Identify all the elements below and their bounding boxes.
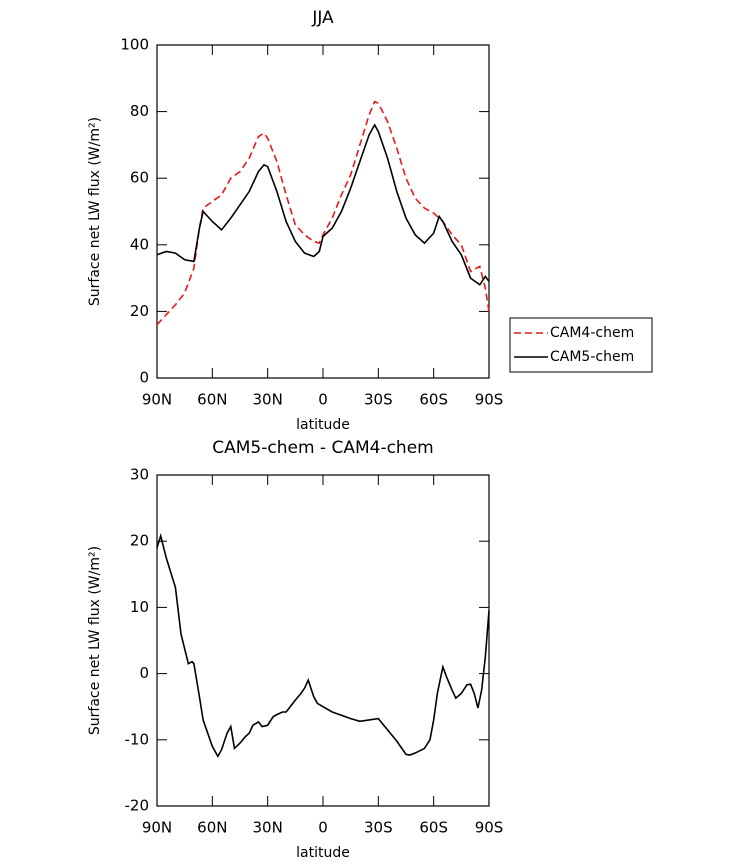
plot-frame xyxy=(156,474,490,807)
y-tick-label: 40 xyxy=(130,235,149,253)
y-tick-label: -20 xyxy=(125,797,150,815)
x-tick-label: 60N xyxy=(197,819,227,837)
x-tick-label: 30N xyxy=(253,819,283,837)
y-tick-label: 100 xyxy=(120,36,149,54)
x-tick-label: 90N xyxy=(142,391,172,409)
data-line xyxy=(156,532,490,758)
y-tick-label: 10 xyxy=(130,598,149,616)
legend-label: CAM4-chem xyxy=(550,325,634,341)
y-axis-label: Surface net LW flux (W/m²) xyxy=(87,117,103,306)
x-tick-label: 0 xyxy=(318,391,328,409)
chart-title: JJA xyxy=(311,8,334,28)
x-tick-label: 0 xyxy=(318,819,328,837)
y-tick-label: 80 xyxy=(130,102,149,120)
x-tick-label: 30S xyxy=(364,819,393,837)
x-tick-label: 60S xyxy=(419,391,448,409)
x-tick-label: 90S xyxy=(475,819,504,837)
legend-box xyxy=(509,317,653,373)
y-tick-label: 60 xyxy=(130,169,149,187)
x-tick-label: 60S xyxy=(419,819,448,837)
y-tick-label: 20 xyxy=(130,532,149,550)
y-tick-label: 20 xyxy=(130,302,149,320)
x-tick-label: 30N xyxy=(253,391,283,409)
x-tick-label: 90N xyxy=(142,819,172,837)
y-tick-label: 0 xyxy=(139,369,149,387)
y-tick-label: 30 xyxy=(130,466,149,484)
x-tick-label: 60N xyxy=(197,391,227,409)
x-axis-label: latitude xyxy=(296,417,350,433)
x-tick-label: 90S xyxy=(475,391,504,409)
data-line xyxy=(156,100,490,326)
x-tick-label: 30S xyxy=(364,391,393,409)
data-line xyxy=(156,123,490,286)
y-tick-label: 0 xyxy=(139,664,149,682)
chart-title: CAM5-chem - CAM4-chem xyxy=(212,438,433,458)
plot-frame xyxy=(156,44,490,379)
x-axis-label: latitude xyxy=(296,845,350,861)
legend-label: CAM5-chem xyxy=(550,349,634,365)
y-axis-label: Surface net LW flux (W/m²) xyxy=(87,546,103,735)
y-tick-label: -10 xyxy=(125,730,150,748)
